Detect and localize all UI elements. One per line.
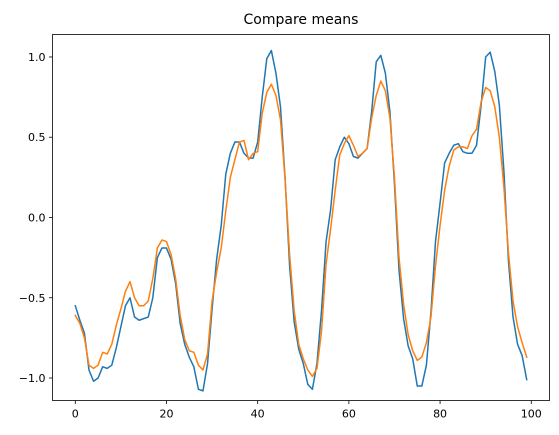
x-tick-label: 80 [433,408,447,421]
y-tick-label: 0.5 [28,131,46,144]
x-tick-label: 40 [251,408,265,421]
x-tick-label: 100 [521,408,542,421]
chart-title: Compare means [244,12,359,28]
series-line-2 [74,80,528,378]
x-tick-label: 60 [342,408,356,421]
y-tick-label: −0.5 [19,292,46,305]
series-layer [74,49,528,392]
y-tick-label: 0.0 [28,212,46,225]
y-tick-label: 1.0 [28,51,46,64]
x-tick-label: 20 [159,408,173,421]
axes-layer: 0 20 40 60 80 100 −1.0 −0.5 0.0 0.5 1.0 [19,51,542,421]
axes-frame [52,34,550,401]
y-tick-label: −1.0 [19,372,46,385]
series-line-1 [74,49,528,392]
x-tick-label: 0 [72,408,79,421]
